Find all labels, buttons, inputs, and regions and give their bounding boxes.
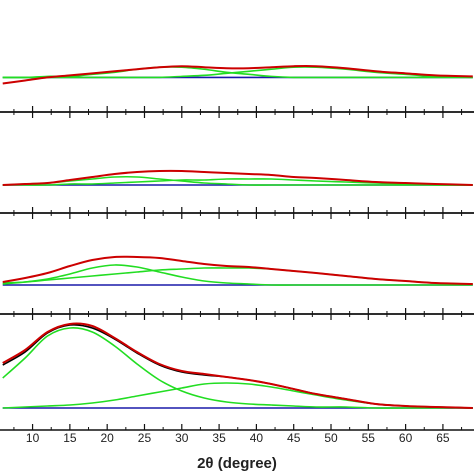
- curve: [2, 264, 473, 286]
- curve: [2, 255, 473, 285]
- curve: [2, 169, 473, 186]
- curve: [2, 178, 473, 186]
- x-tick-label: 10: [26, 431, 40, 445]
- curve: [2, 323, 473, 409]
- x-tick-label: 20: [101, 431, 115, 445]
- curve: [2, 382, 473, 409]
- x-tick-label: 30: [175, 431, 189, 445]
- curve: [2, 66, 473, 79]
- x-tick-label: 60: [399, 431, 413, 445]
- curve: [2, 65, 473, 85]
- x-tick-label: 65: [436, 431, 450, 445]
- x-tick-label: 35: [212, 431, 226, 445]
- curve: [2, 66, 473, 79]
- x-tick-label: 45: [287, 431, 301, 445]
- x-tick-label: 55: [362, 431, 376, 445]
- x-tick-label: 40: [250, 431, 264, 445]
- panel-frame: [0, 111, 474, 214]
- x-tick-label: 25: [138, 431, 152, 445]
- panel-frame: [0, 313, 474, 431]
- x-tick-label: 15: [63, 431, 77, 445]
- x-axis-label: 2θ (degree): [197, 455, 277, 472]
- curve: [2, 327, 473, 409]
- curve: [2, 175, 473, 186]
- curve: [2, 322, 473, 409]
- panel-frame: [0, 111, 474, 113]
- x-tick-label: 50: [324, 431, 338, 445]
- panel-frame: [0, 212, 474, 315]
